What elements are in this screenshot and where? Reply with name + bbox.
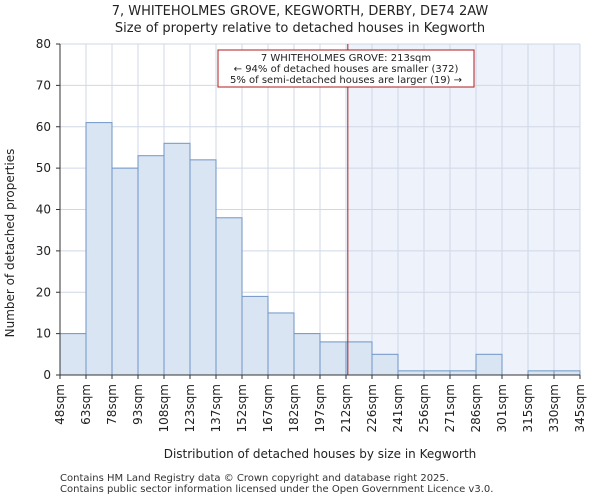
chart-title-line2: Size of property relative to detached ho…	[114, 21, 486, 36]
histogram-bar	[397, 370, 425, 376]
annotation-line: 5% of semi-detached houses are larger (1…	[230, 75, 462, 86]
x-tick-label: 123sqm	[183, 384, 197, 432]
x-tick-label: 301sqm	[495, 384, 509, 432]
chart-title-line1: 7, WHITEHOLMES GROVE, KEGWORTH, DERBY, D…	[111, 4, 489, 19]
y-tick-label: 80	[36, 37, 51, 51]
y-tick-label: 20	[36, 285, 51, 299]
x-tick-label: 48sqm	[53, 384, 67, 425]
x-tick-label: 212sqm	[339, 384, 353, 432]
histogram-bar	[423, 370, 451, 376]
x-tick-label: 315sqm	[521, 384, 535, 432]
histogram-bar	[293, 333, 321, 376]
x-tick-label: 78sqm	[105, 384, 119, 425]
histogram-bar	[85, 122, 113, 376]
histogram-bar	[345, 341, 373, 376]
x-tick-label: 137sqm	[209, 384, 223, 432]
annotation-line: ← 94% of detached houses are smaller (37…	[234, 64, 459, 75]
x-tick-label: 256sqm	[417, 384, 431, 432]
x-tick-label: 108sqm	[157, 384, 171, 432]
footer-line1: Contains HM Land Registry data © Crown c…	[60, 473, 449, 484]
x-axis-label: Distribution of detached houses by size …	[164, 447, 477, 461]
y-tick-label: 30	[36, 244, 51, 258]
x-tick-label: 271sqm	[443, 384, 457, 432]
histogram-bar	[527, 370, 555, 376]
x-tick-label: 93sqm	[131, 384, 145, 425]
histogram-bar	[449, 370, 477, 376]
y-tick-label: 60	[36, 120, 51, 134]
y-tick-label: 50	[36, 161, 51, 175]
histogram-bar	[137, 155, 165, 376]
histogram-bar	[371, 353, 399, 376]
x-tick-label: 197sqm	[313, 384, 327, 432]
histogram-bar	[163, 142, 191, 376]
y-tick-label: 10	[36, 327, 51, 341]
y-tick-label: 0	[43, 368, 51, 382]
y-axis-label: Number of detached properties	[3, 149, 17, 338]
histogram-bar	[475, 353, 503, 376]
x-tick-label: 286sqm	[469, 384, 483, 432]
x-tick-label: 63sqm	[79, 384, 93, 425]
histogram-bar	[267, 312, 295, 376]
y-tick-label: 40	[36, 203, 51, 217]
histogram-bar	[59, 333, 87, 376]
histogram-bar	[241, 295, 269, 376]
x-tick-label: 226sqm	[365, 384, 379, 432]
x-tick-label: 152sqm	[235, 384, 249, 432]
x-tick-label: 345sqm	[573, 384, 587, 432]
x-tick-label: 241sqm	[391, 384, 405, 432]
annotation-line: 7 WHITEHOLMES GROVE: 213sqm	[261, 53, 431, 64]
footer-line2: Contains public sector information licen…	[60, 484, 494, 495]
x-tick-label: 167sqm	[261, 384, 275, 432]
histogram-bar	[189, 159, 217, 376]
histogram-bar	[215, 217, 243, 376]
histogram-bar	[111, 167, 139, 376]
x-tick-label: 182sqm	[287, 384, 301, 432]
histogram-bar	[319, 341, 347, 376]
annotation-box	[217, 49, 475, 88]
x-tick-label: 330sqm	[547, 384, 561, 432]
histogram-bar	[553, 370, 581, 376]
y-tick-label: 70	[36, 78, 51, 92]
